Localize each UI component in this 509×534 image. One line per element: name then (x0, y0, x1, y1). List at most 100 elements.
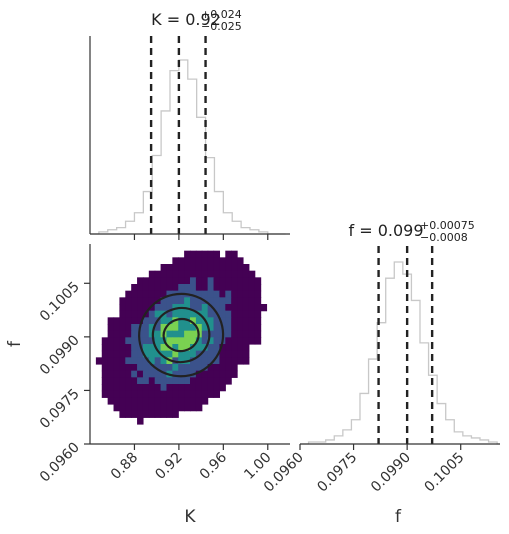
density-cell (142, 350, 150, 358)
density-cell (95, 357, 103, 365)
density-cell (184, 310, 191, 318)
density-cell (166, 324, 173, 332)
density-cell (213, 270, 221, 278)
density-cell (148, 350, 156, 358)
density-cell (107, 350, 115, 358)
density-cell (166, 310, 173, 318)
joint-panel: 0.88 0.92 0.96 1.00 0.09600.09750.09900.100… (5, 244, 290, 527)
density-cell (137, 370, 144, 378)
density-cell (219, 384, 226, 392)
quantile-lines-f (377, 246, 434, 444)
density-cell (107, 364, 115, 372)
density-cell (248, 317, 256, 325)
density-cell (148, 384, 156, 392)
density-cell (195, 384, 203, 392)
density-cell (201, 357, 209, 365)
density-cell (201, 390, 209, 398)
density-cell (190, 357, 197, 365)
density-cell (184, 384, 191, 392)
title-k: K = 0.92 (151, 10, 221, 29)
density-cell (254, 284, 262, 292)
density-cell (148, 410, 156, 418)
title-f: f = 0.099 (348, 221, 423, 240)
density-cell (160, 264, 168, 272)
density-cell (237, 357, 244, 365)
density-cell (237, 257, 244, 265)
density-cell (107, 324, 115, 332)
density-cell (231, 357, 238, 365)
density-cell (213, 344, 221, 352)
density-cell (172, 270, 179, 278)
density-cell (225, 324, 232, 332)
density-cell (195, 270, 203, 278)
density-cell (190, 337, 197, 345)
density-cell (131, 390, 138, 398)
density-cell (101, 357, 109, 365)
density-cell (207, 344, 215, 352)
k-step-line (90, 59, 286, 235)
density-cell (184, 284, 191, 292)
density-cell (166, 330, 173, 338)
density-cell (201, 264, 209, 272)
density-cell (113, 384, 121, 392)
density-cell (119, 350, 126, 358)
density-cell (248, 290, 256, 298)
density-cell (101, 364, 109, 372)
density-cell (131, 304, 138, 312)
density-cell (213, 317, 221, 325)
density-cell (137, 357, 144, 365)
density-cell (225, 304, 232, 312)
density-cell (154, 350, 162, 358)
density-cell (107, 330, 115, 338)
density-cell (184, 370, 191, 378)
density-cell (137, 364, 144, 372)
density-cell (207, 290, 215, 298)
density-cell (131, 377, 138, 385)
density-cell (242, 270, 250, 278)
density-cell (142, 377, 150, 385)
density-cell (131, 310, 138, 318)
density-cell (166, 350, 173, 358)
density-cell (131, 330, 138, 338)
density-cell (148, 344, 156, 352)
density-cell (178, 384, 185, 392)
density-cell (178, 324, 185, 332)
density-cell (237, 270, 244, 278)
density-cell (213, 250, 221, 258)
density-cell (195, 404, 203, 412)
density-cell (231, 324, 238, 332)
density-cell (125, 357, 132, 365)
density-cell (107, 344, 115, 352)
density-cell (113, 350, 121, 358)
density-cell (248, 337, 256, 345)
density-cell (207, 324, 215, 332)
density-cell (190, 310, 197, 318)
title-k-minus: −0.025 (201, 20, 242, 33)
density-cell (113, 344, 121, 352)
density-cell (184, 390, 191, 398)
density-cell (137, 390, 144, 398)
density-cell (219, 357, 226, 365)
x-axis-title-f: f (395, 507, 402, 527)
density-cell (113, 337, 121, 345)
density-cell (195, 370, 203, 378)
density-cell (225, 250, 232, 258)
density-cell (213, 330, 221, 338)
density-cell (154, 284, 162, 292)
density-cell (207, 257, 215, 265)
density-cell (242, 324, 250, 332)
density-cell (119, 384, 126, 392)
density-cell (190, 384, 197, 392)
density-cell (178, 364, 185, 372)
density-cell (195, 297, 203, 305)
density-cell (113, 357, 121, 365)
f-tick-label-1: 0.0975 (314, 450, 360, 496)
density-cell (195, 357, 203, 365)
density-cell (219, 344, 226, 352)
density-cell (225, 344, 232, 352)
density-cell (154, 370, 162, 378)
density-cell (190, 364, 197, 372)
density-cell (242, 357, 250, 365)
density-cell (201, 370, 209, 378)
density-cell (107, 357, 115, 365)
